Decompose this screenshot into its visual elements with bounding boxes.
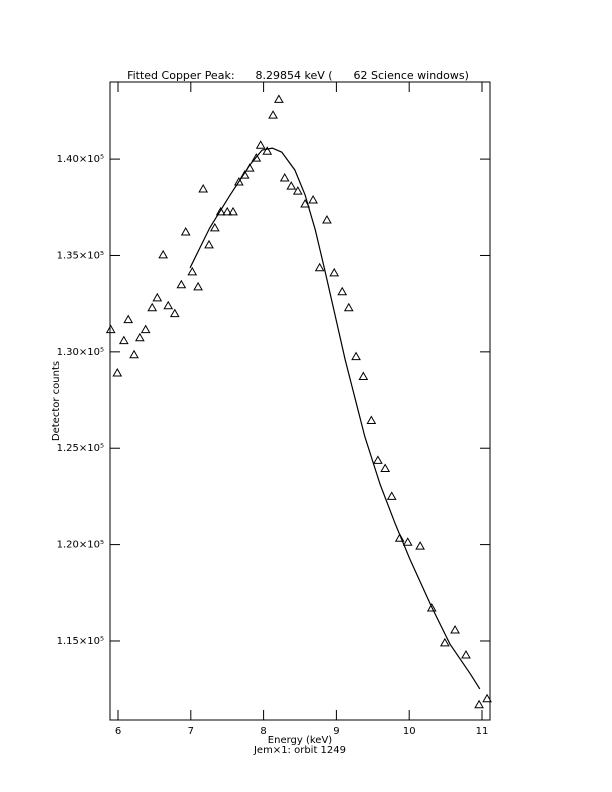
x-axis-label: Energy (keV)	[268, 735, 333, 746]
data-point	[482, 693, 492, 703]
data-point	[105, 324, 116, 334]
data-point	[329, 267, 340, 277]
data-point	[129, 349, 139, 359]
x-tick-label: 9	[333, 726, 339, 737]
data-point	[337, 286, 348, 296]
data-point	[118, 335, 129, 345]
data-point	[415, 541, 425, 550]
data-point	[204, 239, 214, 249]
data-point	[233, 177, 244, 186]
data-point	[286, 181, 297, 190]
data-point	[440, 637, 450, 647]
x-tick-label: 7	[188, 726, 194, 737]
x-tick-label: 6	[115, 726, 121, 737]
chart-title: Fitted Copper Peak: 8.29854 keV ( 62 Sci…	[127, 69, 469, 82]
data-point	[322, 215, 332, 224]
subtitle: Jem×1: orbit 1249	[253, 745, 346, 756]
y-tick-label: 1.35×10⁵	[57, 250, 104, 261]
data-point	[426, 603, 437, 612]
data-point	[358, 371, 369, 381]
x-tick-label: 10	[403, 726, 416, 737]
y-tick-label: 1.40×10⁵	[57, 154, 104, 165]
data-point	[163, 300, 174, 310]
data-point	[209, 222, 220, 232]
data-point	[169, 308, 180, 318]
data-point	[274, 94, 284, 103]
data-point	[373, 455, 383, 464]
data-point	[262, 146, 273, 155]
data-point	[228, 206, 238, 216]
data-point	[268, 110, 278, 119]
y-tick-label: 1.15×10⁵	[57, 636, 104, 647]
x-tick-label: 11	[476, 726, 489, 737]
data-point	[176, 279, 187, 289]
data-point	[222, 206, 233, 216]
data-point	[343, 302, 354, 312]
y-tick-label: 1.25×10⁵	[57, 443, 104, 454]
y-tick-label: 1.20×10⁵	[57, 540, 104, 551]
data-point	[251, 153, 262, 162]
data-point	[279, 172, 290, 182]
data-point	[450, 624, 460, 634]
data-point	[147, 302, 158, 312]
data-point	[152, 292, 163, 302]
data-point	[402, 537, 413, 546]
plot-frame	[109, 81, 491, 721]
data-point	[461, 650, 471, 659]
data-point	[351, 351, 361, 361]
data-point	[193, 281, 203, 291]
data-point	[394, 533, 405, 542]
data-point	[112, 368, 123, 377]
x-tick-label: 8	[260, 726, 266, 737]
y-tick-label: 1.30×10⁵	[57, 347, 104, 358]
data-point	[239, 170, 250, 179]
data-point	[158, 249, 169, 259]
data-point	[198, 183, 209, 193]
data-point	[123, 314, 134, 324]
data-point	[187, 266, 198, 276]
data-point	[292, 186, 303, 195]
data-point	[255, 140, 266, 149]
y-axis-label: Detector counts	[51, 361, 62, 441]
fit-curve	[189, 147, 481, 690]
data-point	[134, 332, 145, 342]
data-point	[140, 324, 151, 334]
data-point	[380, 463, 391, 472]
data-point	[474, 699, 484, 709]
data-point	[180, 226, 191, 236]
data-point	[215, 206, 226, 216]
data-point	[314, 262, 325, 272]
data-point	[308, 194, 318, 204]
data-point	[366, 415, 377, 424]
data-point	[386, 491, 397, 500]
